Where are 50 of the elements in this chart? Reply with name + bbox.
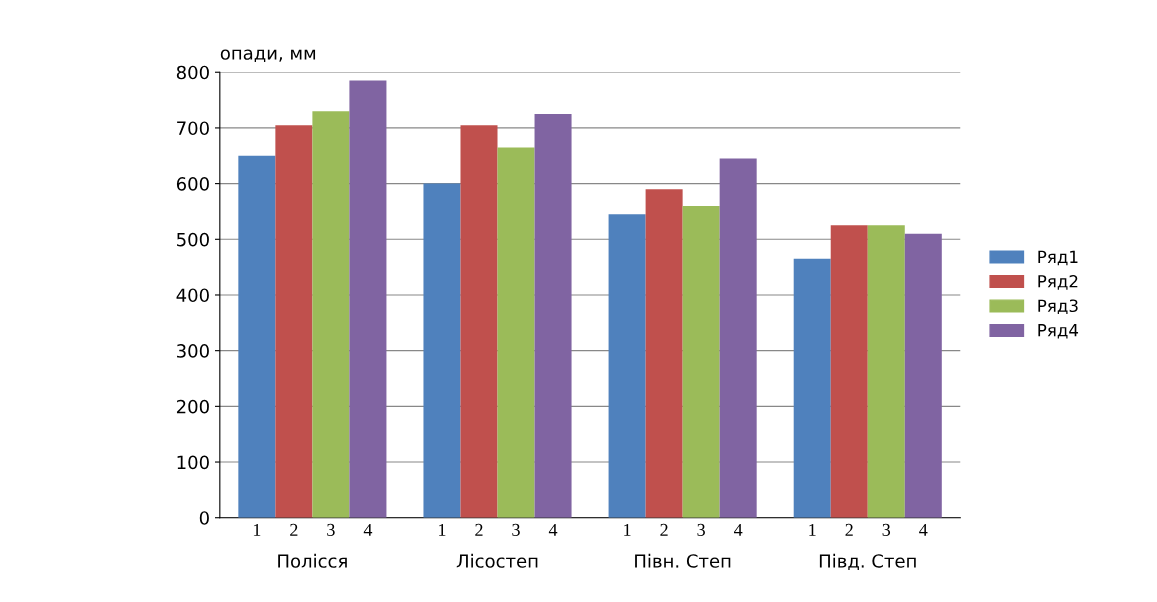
text: 4 <box>734 523 743 536</box>
bar <box>275 125 313 518</box>
legend-label: Ряд2 <box>1038 274 1078 290</box>
text: 1 <box>253 523 261 536</box>
y-tick-label: 500 <box>177 232 209 247</box>
text: 4 <box>919 523 928 536</box>
y-tick-label: 700 <box>177 121 209 136</box>
bar <box>830 225 868 518</box>
x-tick-label: Полісся <box>278 553 347 568</box>
x-tick-label: Півд. Степ <box>819 553 916 571</box>
bar <box>497 147 535 518</box>
bar <box>312 111 350 518</box>
legend-label: Ряд4 <box>1038 324 1079 339</box>
x-tick-label: Лісостеп <box>456 553 538 568</box>
bar <box>608 214 646 518</box>
legend-label: Ряд3 <box>1038 299 1078 315</box>
y-tick-label: 300 <box>177 344 209 358</box>
y-tick-label: 400 <box>176 288 209 303</box>
bar <box>349 80 387 518</box>
text: 1 <box>439 523 446 536</box>
legend-label: Ряд1 <box>1038 250 1078 266</box>
text: 3 <box>512 523 520 536</box>
y-tick-label: 0 <box>199 511 209 525</box>
text: 2 <box>660 523 668 536</box>
y-tick-label: 100 <box>177 455 209 470</box>
bar <box>423 183 461 518</box>
y-tick-label: 200 <box>176 399 209 414</box>
y-tick-label: 800 <box>176 65 209 80</box>
bar <box>682 205 720 518</box>
text: 2 <box>290 523 298 536</box>
bar <box>238 155 276 518</box>
text: 2 <box>475 523 483 536</box>
text: 3 <box>882 523 891 536</box>
bar <box>534 114 572 518</box>
text: 1 <box>624 523 631 536</box>
bar <box>793 258 831 518</box>
bar <box>719 158 757 518</box>
text: 2 <box>845 523 853 536</box>
bar <box>867 225 905 518</box>
x-tick-label: Півн. Степ <box>635 553 731 568</box>
y-axis-title: опади, мм <box>220 49 316 63</box>
bar <box>904 233 942 518</box>
text: 3 <box>697 523 705 536</box>
text: 3 <box>327 523 335 536</box>
text: 4 <box>363 523 373 536</box>
bar <box>460 125 498 518</box>
text: 1 <box>809 523 816 536</box>
y-tick-label: 600 <box>176 177 209 191</box>
bar <box>645 189 683 518</box>
text: 4 <box>548 523 558 536</box>
